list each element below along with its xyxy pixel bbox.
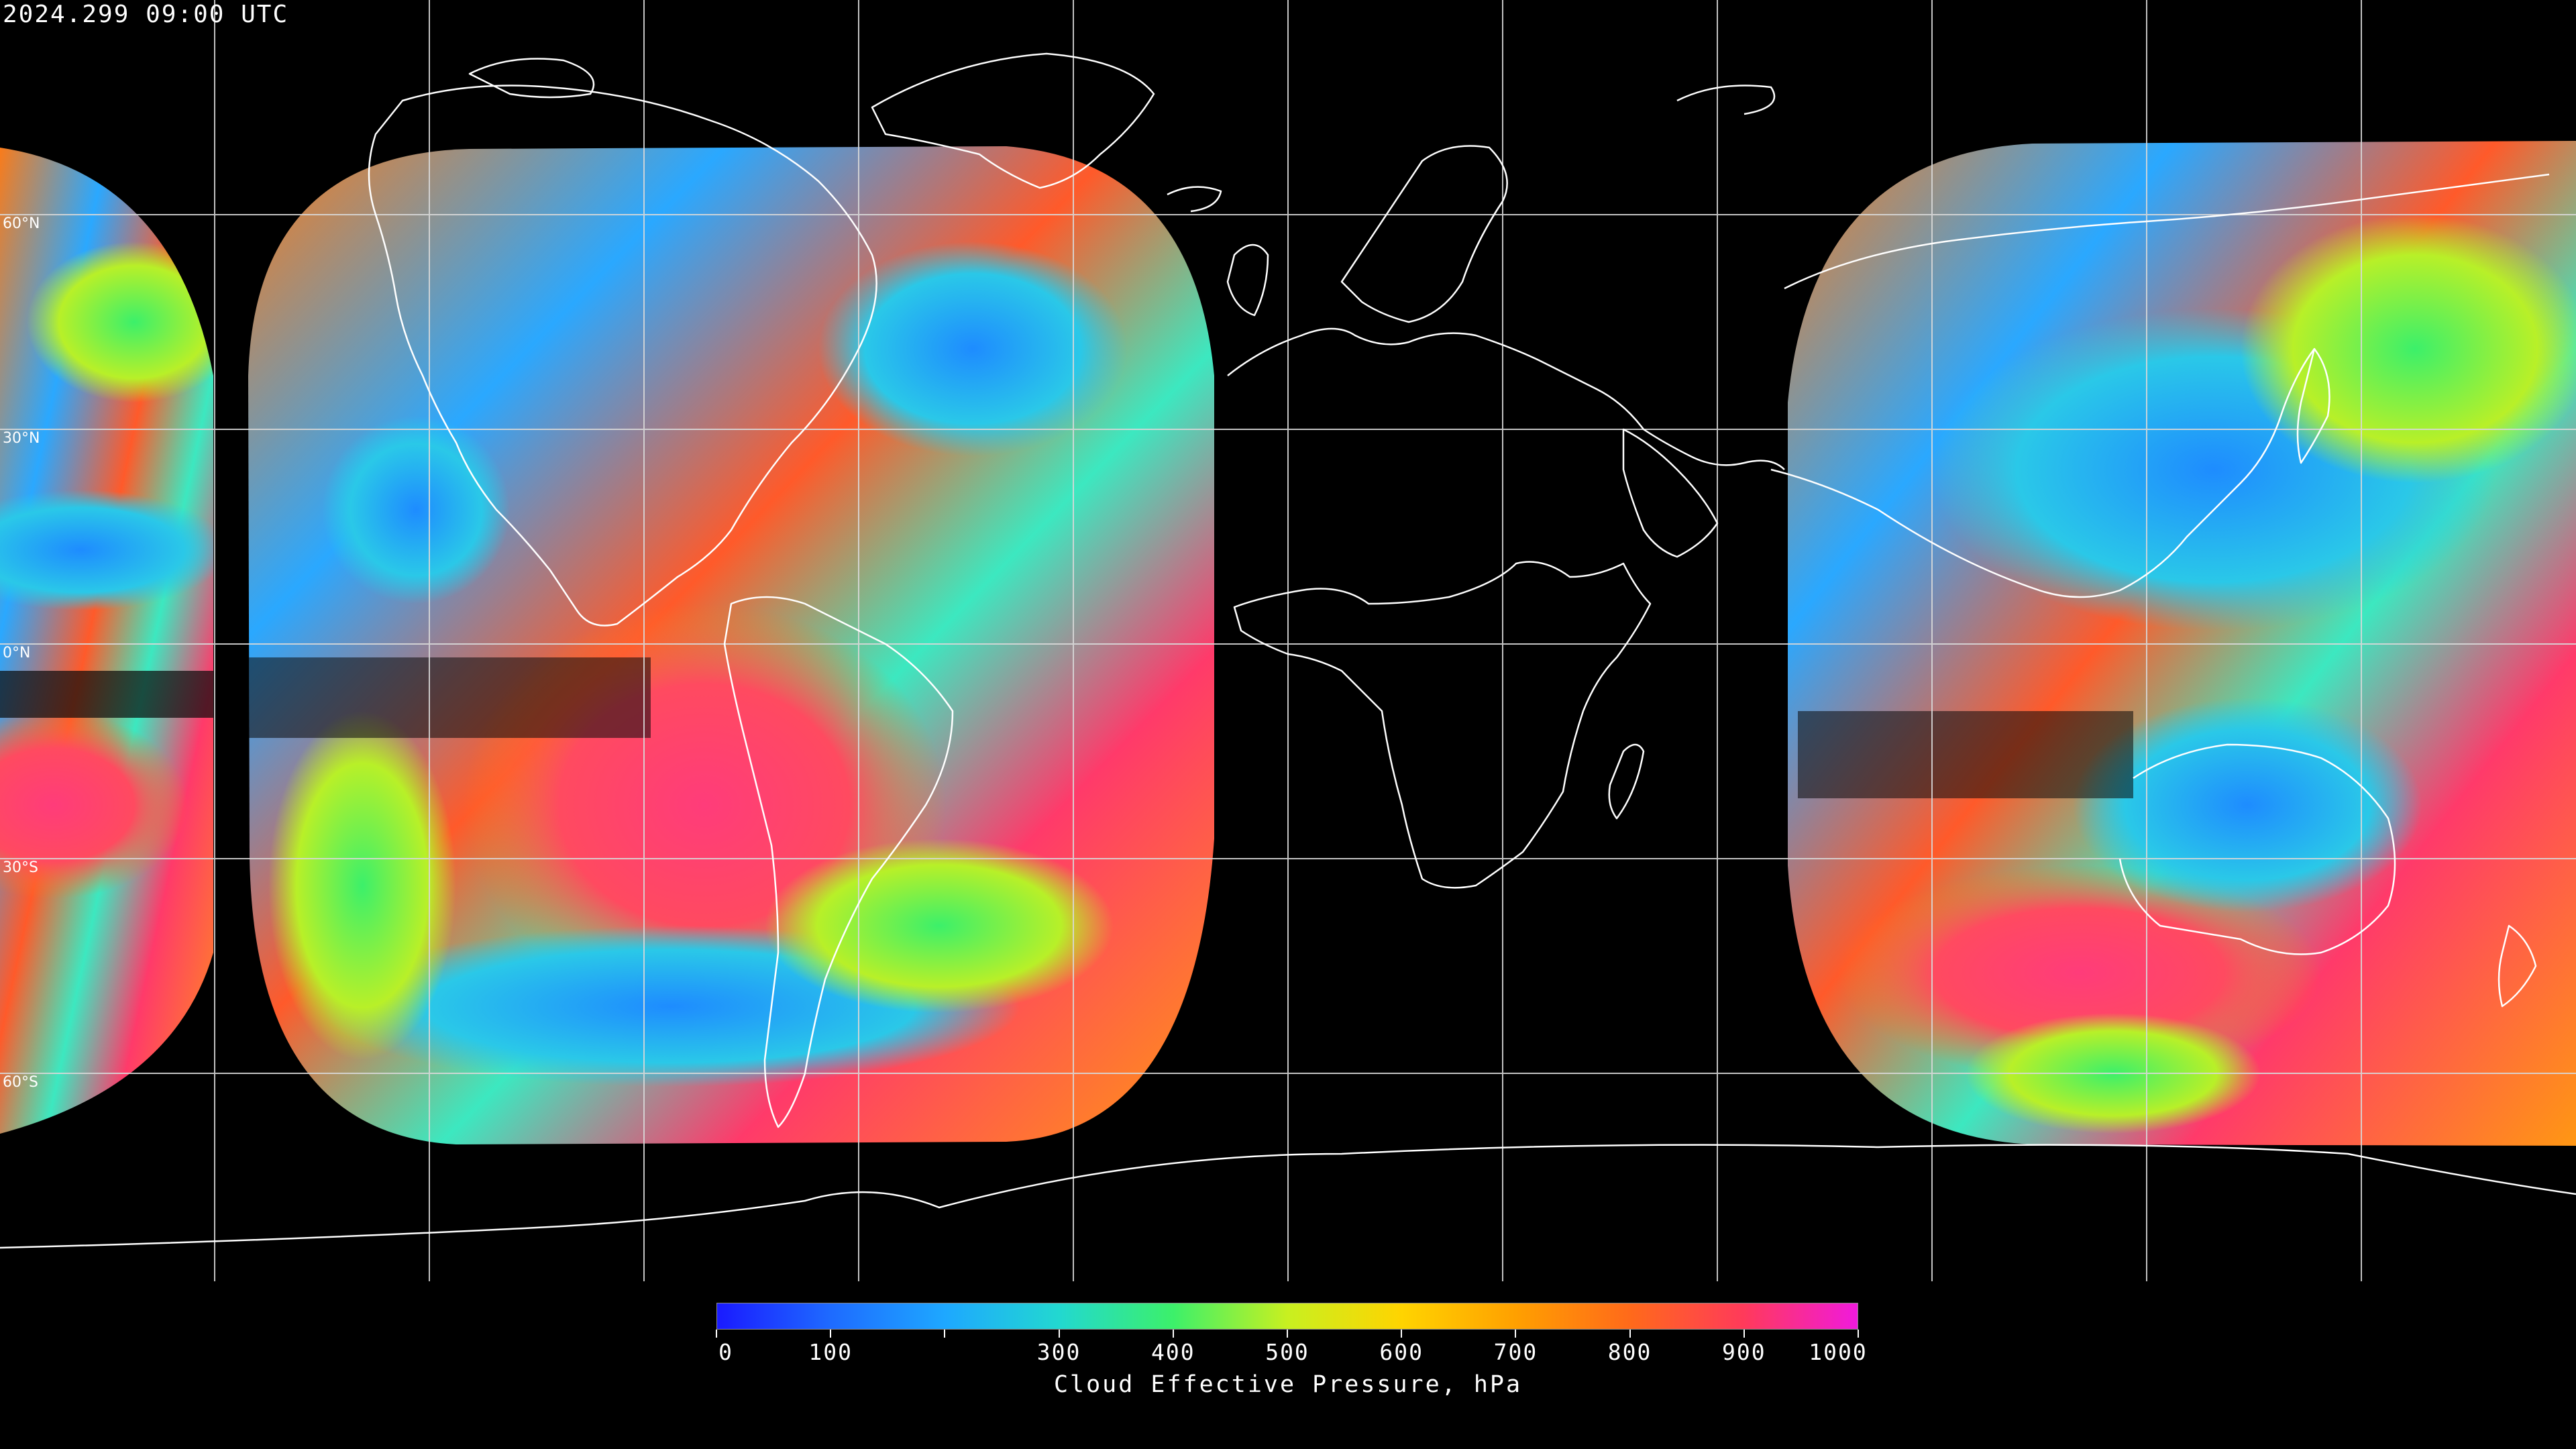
coastline-south-america — [723, 596, 954, 1128]
coastline-madagascar — [1608, 743, 1645, 820]
coastline-scandinavia — [1340, 145, 1508, 323]
colorbar-tick — [1743, 1330, 1745, 1338]
satellite-disk-americas — [248, 146, 1214, 1144]
colorbar-tick-label: 100 — [808, 1339, 853, 1365]
colorbar-tick-label: 300 — [1036, 1339, 1081, 1365]
colorbar-tick-label: 0 — [718, 1339, 733, 1365]
colorbar-tick — [1287, 1330, 1288, 1338]
timestamp-label: 2024.299 09:00 UTC — [3, 1, 289, 28]
colorbar-tick-label: 700 — [1493, 1339, 1538, 1365]
lat-label-30s: 30°S — [3, 859, 38, 876]
coastline-australia — [2118, 743, 2396, 955]
colorbar-tick — [1058, 1330, 1060, 1338]
lat-label-30n: 30°N — [3, 430, 40, 447]
colorbar-tick-label: 900 — [1721, 1339, 1766, 1365]
lat-label-60n: 60°N — [3, 215, 40, 232]
colorbar-legend: 0 100 300 400 500 600 700 800 900 1000 — [716, 1303, 1866, 1370]
coastline-asia — [1770, 173, 2550, 598]
colorbar-tick-label: 400 — [1150, 1339, 1195, 1365]
colorbar-ticks — [716, 1330, 1860, 1339]
colorbar-tick — [1858, 1330, 1859, 1338]
colorbar-gradient — [716, 1303, 1858, 1330]
coastline-antarctica — [0, 1144, 2576, 1249]
lat-label-60s: 60°S — [3, 1074, 38, 1091]
coastline-uk — [1226, 244, 1269, 317]
colorbar-tick-label: 500 — [1265, 1339, 1309, 1365]
coastlines — [0, 52, 2576, 1249]
colorbar-tick — [944, 1330, 946, 1338]
satellite-disk-west — [0, 148, 213, 1134]
coastline-arctic-islands — [468, 58, 1776, 115]
lat-label-equator: 0°N — [3, 645, 31, 661]
colorbar-tick-label: 1000 — [1809, 1339, 1868, 1365]
world-map — [0, 0, 2576, 1281]
map-frame — [0, 0, 2576, 1281]
coastline-arabia — [1622, 428, 1719, 558]
coastline-north-america — [368, 85, 877, 627]
colorbar-tick — [716, 1330, 717, 1338]
colorbar-tick — [830, 1330, 832, 1338]
coastline-iceland — [1167, 186, 1222, 213]
lat-lon-grid — [0, 0, 2576, 1281]
coastline-japan — [2296, 347, 2330, 464]
colorbar-tick — [1401, 1330, 1403, 1338]
coastline-europe — [1227, 327, 1785, 470]
colorbar-tick-label: 800 — [1607, 1339, 1652, 1365]
coastline-new-zealand — [2498, 924, 2537, 1008]
colorbar-tick — [1629, 1330, 1631, 1338]
colorbar-tick — [1172, 1330, 1174, 1338]
colorbar-title: Cloud Effective Pressure, hPa — [1053, 1371, 1523, 1398]
colorbar-tick — [1515, 1330, 1517, 1338]
colorbar-tick-label: 600 — [1379, 1339, 1424, 1365]
colorbar-tick-labels: 0 100 300 400 500 600 700 800 900 1000 — [716, 1339, 1866, 1370]
coastline-greenland — [871, 52, 1155, 189]
coastline-africa — [1233, 561, 1652, 889]
